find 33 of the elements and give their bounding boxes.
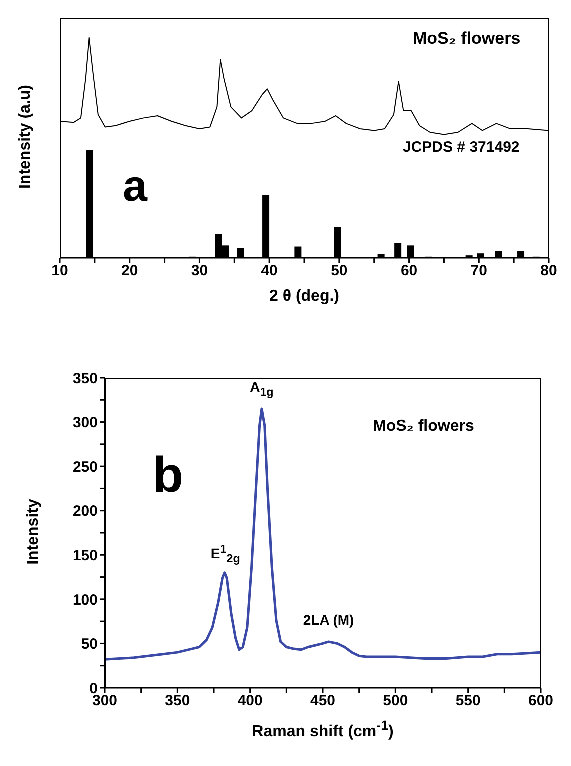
x-tick-label: 400 bbox=[238, 692, 263, 710]
x-tick-label: 70 bbox=[470, 262, 488, 280]
x-tick-label: 550 bbox=[456, 692, 481, 710]
y-tick-label: 50 bbox=[81, 636, 98, 654]
x-tick-label: 350 bbox=[165, 692, 190, 710]
y-tick-label: 150 bbox=[72, 547, 98, 564]
y-tick-label: 250 bbox=[72, 458, 98, 476]
annotation: MoS₂ flowers bbox=[413, 29, 521, 49]
x-axis-title: Raman shift (cm$^{-1}$) bbox=[251, 718, 395, 742]
x-tick-label: 500 bbox=[383, 692, 408, 710]
x-tick-label: 40 bbox=[261, 262, 278, 280]
annotation: JCPDS # 371492 bbox=[403, 139, 520, 156]
y-tick-label: 350 bbox=[72, 370, 98, 388]
annotation: a bbox=[123, 162, 148, 212]
annotation: b bbox=[153, 447, 184, 503]
x-axis-title: 2 θ (deg.) bbox=[268, 288, 340, 306]
y-tick-label: 200 bbox=[72, 503, 98, 520]
x-tick-label: 30 bbox=[191, 262, 208, 280]
annotation: MoS₂ flowers bbox=[373, 418, 474, 436]
x-tick-label: 60 bbox=[400, 262, 418, 280]
x-tick-label: 600 bbox=[528, 692, 554, 710]
x-tick-label: 10 bbox=[52, 262, 68, 280]
x-tick-label: 20 bbox=[122, 262, 138, 280]
x-tick-label: 450 bbox=[310, 692, 336, 710]
x-tick-label: 300 bbox=[92, 692, 118, 710]
x-tick-label: 50 bbox=[331, 262, 348, 280]
y-tick-label: 100 bbox=[72, 592, 98, 609]
y-axis-title: Intensity (a.u) bbox=[17, 84, 35, 192]
y-axis-title: Intensity bbox=[25, 498, 43, 567]
annotation: A$_{1g}$ bbox=[249, 379, 275, 399]
annotation: 2LA (M) bbox=[302, 612, 356, 628]
x-tick-label: 80 bbox=[540, 262, 558, 280]
y-tick-label: 300 bbox=[72, 414, 98, 432]
